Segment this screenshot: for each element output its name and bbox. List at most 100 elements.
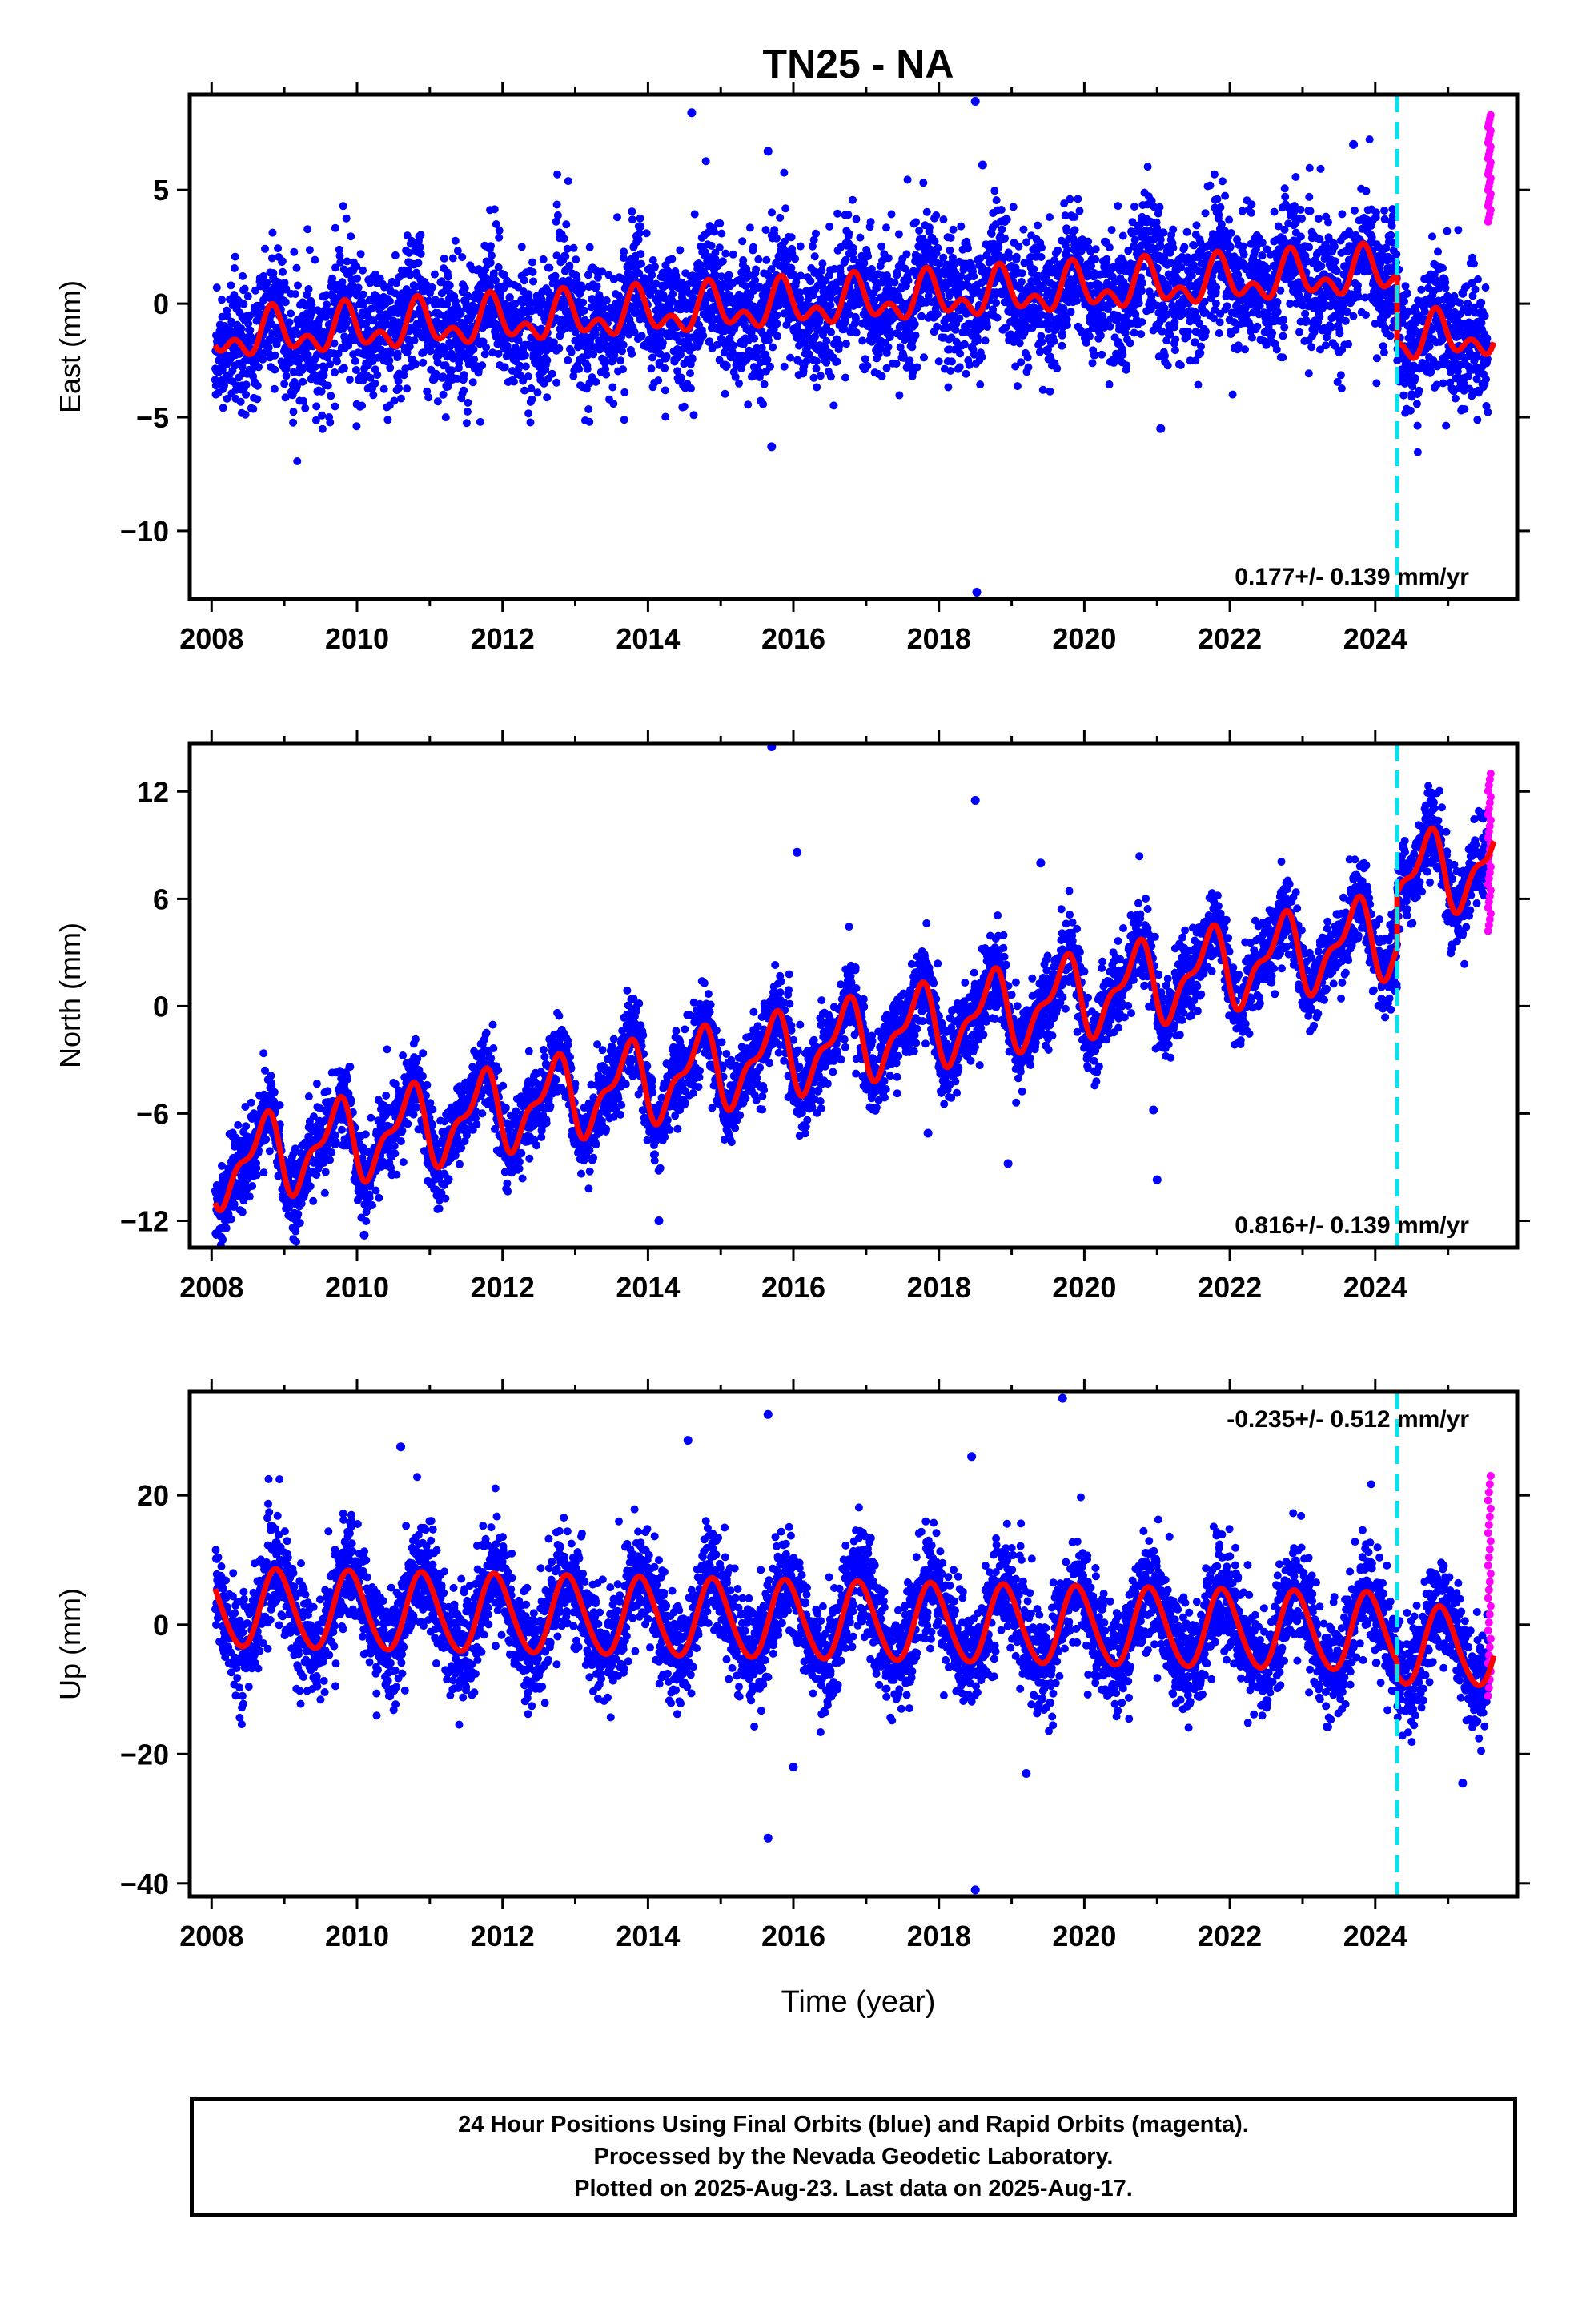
final-orbit-point — [460, 386, 468, 395]
final-orbit-point — [347, 232, 355, 241]
final-orbit-point — [822, 336, 831, 345]
final-orbit-point — [462, 300, 471, 309]
final-orbit-point — [342, 313, 350, 322]
final-orbit-point — [1053, 364, 1062, 372]
final-orbit-point — [864, 252, 873, 261]
final-orbit-point — [282, 372, 291, 380]
final-orbit-point — [1054, 246, 1062, 255]
final-orbit-point — [444, 382, 452, 391]
final-orbit-point — [877, 242, 886, 251]
final-orbit-point — [1215, 211, 1223, 219]
final-orbit-point — [1307, 343, 1316, 352]
final-orbit-point — [528, 395, 536, 404]
final-orbit-point — [430, 270, 439, 279]
final-orbit-point — [766, 362, 774, 371]
final-orbit-point — [908, 343, 917, 352]
final-orbit-point — [1105, 380, 1114, 388]
final-orbit-point — [781, 204, 790, 213]
final-orbit-point — [390, 396, 399, 405]
final-orbit-point — [816, 372, 825, 380]
final-orbit-point — [271, 365, 279, 374]
final-orbit-point — [1213, 195, 1222, 203]
final-orbit-point — [343, 257, 351, 266]
final-orbit-point — [589, 350, 598, 359]
final-orbit-point — [492, 333, 500, 341]
final-orbit-point — [539, 255, 548, 263]
final-orbit-point — [227, 281, 235, 290]
final-orbit-point — [289, 418, 298, 427]
final-orbit-point — [552, 200, 561, 209]
final-orbit-point — [478, 361, 487, 370]
final-orbit-point — [331, 368, 339, 376]
final-orbit-point — [416, 243, 424, 251]
final-orbit-point — [763, 356, 772, 364]
final-orbit-point — [974, 336, 982, 345]
chart-title: TN25 - NA — [763, 42, 954, 86]
final-orbit-point — [331, 263, 339, 272]
final-orbit-point — [242, 380, 251, 389]
final-orbit-point — [955, 314, 964, 323]
final-orbit-point — [796, 242, 805, 251]
final-orbit-point — [1247, 333, 1256, 342]
final-orbit-point — [1091, 255, 1100, 263]
final-orbit-point — [773, 234, 781, 243]
final-orbit-point — [647, 364, 656, 373]
final-orbit-point — [281, 298, 290, 307]
final-orbit-point — [271, 351, 279, 360]
final-orbit-point — [428, 283, 436, 292]
final-orbit-point — [476, 417, 484, 426]
final-orbit-point — [592, 282, 601, 291]
final-orbit-point — [1315, 312, 1324, 321]
final-orbit-point — [661, 364, 669, 372]
final-orbit-point — [661, 412, 670, 421]
final-orbit-point — [922, 207, 931, 216]
final-orbit-point — [887, 210, 896, 219]
final-orbit-point — [311, 362, 319, 371]
final-orbit-point — [432, 369, 440, 378]
final-orbit-point — [1014, 242, 1023, 251]
final-orbit-point — [1090, 351, 1099, 360]
final-orbit-point — [1023, 353, 1032, 362]
final-orbit-point — [1315, 215, 1323, 223]
final-orbit-point — [1272, 345, 1281, 354]
final-orbit-point — [445, 281, 454, 290]
final-orbit-point — [902, 250, 911, 259]
final-orbit-point — [1258, 251, 1267, 260]
final-orbit-point — [528, 258, 536, 267]
final-orbit-point — [750, 334, 759, 343]
final-orbit-point — [1046, 213, 1054, 222]
final-orbit-point — [813, 383, 821, 392]
final-orbit-point — [934, 357, 943, 366]
final-orbit-point — [1324, 218, 1332, 227]
final-orbit-point — [488, 251, 496, 260]
final-orbit-point — [369, 391, 378, 400]
final-orbit-point — [845, 229, 853, 238]
final-orbit-point — [292, 263, 301, 272]
final-orbit-point — [591, 330, 600, 339]
final-orbit-point — [592, 377, 600, 386]
final-orbit-point — [1221, 191, 1230, 200]
final-orbit-point — [934, 243, 942, 252]
final-orbit-point — [620, 416, 628, 424]
final-orbit-point — [299, 377, 307, 386]
final-orbit-point — [460, 371, 468, 380]
final-orbit-point — [359, 266, 367, 275]
final-orbit-point — [323, 381, 332, 390]
final-orbit-point — [817, 267, 826, 275]
final-orbit-point — [1017, 358, 1026, 367]
final-orbit-point — [1038, 243, 1046, 252]
final-orbit-point — [263, 279, 271, 287]
final-orbit-point — [562, 220, 571, 229]
final-orbit-point — [956, 349, 965, 358]
final-orbit-point — [716, 219, 725, 227]
final-orbit-point — [319, 371, 328, 380]
final-orbit-point — [1062, 321, 1071, 329]
final-orbit-point — [256, 302, 265, 311]
final-orbit-point — [407, 236, 416, 245]
final-orbit-point — [572, 255, 580, 264]
final-orbit-point — [543, 356, 552, 364]
final-orbit-point — [281, 393, 290, 402]
final-orbit-point — [919, 179, 928, 187]
final-orbit-point — [279, 267, 287, 276]
final-orbit-point — [949, 225, 958, 234]
